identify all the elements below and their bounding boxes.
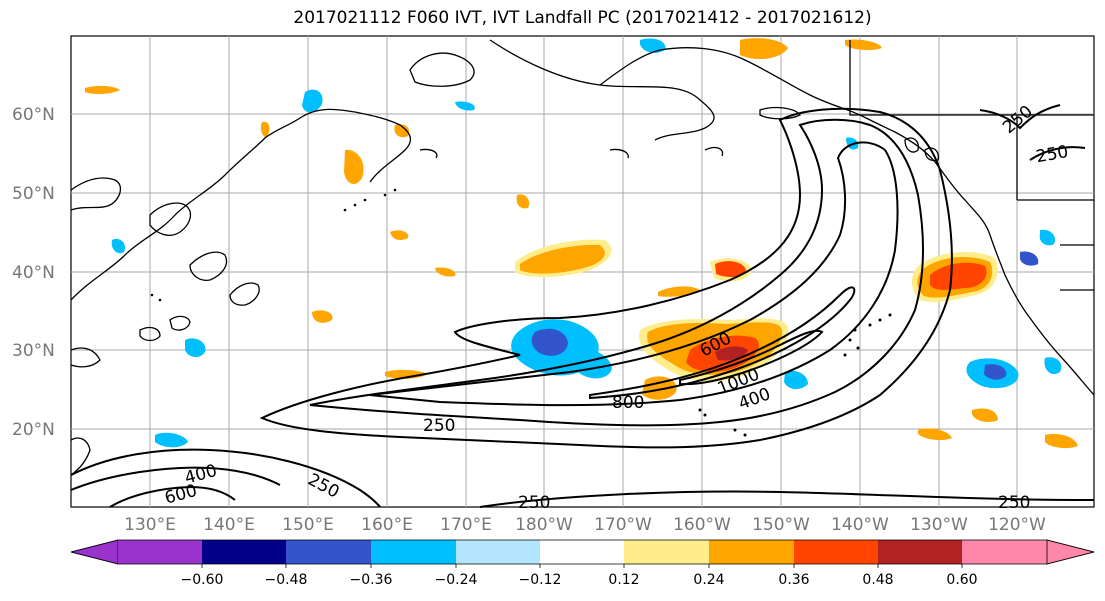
colorbar-tick: −0.60: [181, 572, 224, 588]
lon-label-180w: 180°W: [515, 515, 573, 535]
pos-patch-1-dark: [715, 346, 748, 361]
neg-patch-10: [640, 38, 666, 53]
contour-label: 250: [423, 416, 455, 436]
lon-label-120w: 120°W: [988, 515, 1046, 535]
pos-patch-16: [260, 121, 270, 138]
colorbar: −0.60 −0.48 −0.36 −0.24 −0.12 0.12 0.24 …: [70, 539, 1095, 588]
colorbar-tick: −0.24: [435, 572, 478, 588]
ivt-contour-250-e: [1029, 146, 1086, 161]
pos-patch-14: [394, 124, 410, 138]
pos-patch-4: [715, 261, 746, 278]
ivt-contour-800: [589, 286, 856, 400]
ivt-contour-1000: [679, 329, 824, 386]
pos-patch-13: [390, 230, 409, 240]
ivt-contour-250: [259, 107, 953, 449]
ivt-contour-250-ne: [979, 104, 1061, 130]
neg-patch-13: [455, 101, 475, 111]
neg-patch-3-core: [984, 364, 1007, 380]
neg-patch-7: [784, 370, 808, 390]
colorbar-extend-low: [70, 539, 119, 565]
lat-label-20n: 20°N: [12, 420, 55, 440]
neg-patch-8: [111, 238, 126, 254]
latitude-labels: 60°N 50°N 40°N 30°N 20°N: [12, 105, 55, 440]
pos-patch-18: [516, 194, 530, 209]
colorbar-seg: [371, 540, 456, 564]
pos-patch-19: [435, 267, 456, 277]
colorbar-seg: [709, 540, 794, 564]
colorbar-outline: [70, 539, 1095, 565]
colorbar-seg: [202, 540, 286, 564]
lon-label-130e: 130°E: [124, 515, 176, 535]
lon-label-140w: 140°W: [831, 515, 889, 535]
colorbar-seg: [540, 540, 624, 564]
pos-patch-15: [918, 428, 952, 441]
ivt-contour-600: [369, 141, 899, 407]
lon-label-130w: 130°W: [910, 515, 968, 535]
colorbar-seg: [794, 540, 878, 564]
pos-patch-9: [385, 369, 428, 379]
colorbar-tick: 0.36: [778, 572, 809, 588]
pos-patch-20: [658, 286, 700, 297]
contour-label: 800: [612, 393, 644, 413]
pos-patch-6: [642, 376, 677, 400]
pos-patch-7: [740, 38, 788, 60]
colorbar-seg: [878, 540, 962, 564]
colorbar-tick: −0.36: [350, 572, 393, 588]
colorbar-seg: [624, 540, 709, 564]
lon-label-160e: 160°E: [361, 515, 413, 535]
colorbar-seg: [286, 540, 371, 564]
colorbar-seg: [456, 540, 540, 564]
ivt-contour-400: [309, 118, 924, 427]
ivt-contour-250-sw: [70, 448, 381, 508]
lat-label-30n: 30°N: [12, 341, 55, 361]
lon-label-170e: 170°E: [440, 515, 492, 535]
contour-label: 250: [998, 493, 1030, 513]
colorbar-seg: [118, 540, 202, 564]
colorbar-tick: 0.24: [693, 572, 724, 588]
pos-patch-11: [1045, 434, 1078, 449]
pos-patch-2-core: [930, 262, 987, 290]
pos-patch-10: [972, 408, 998, 422]
pos-patch-3: [520, 244, 605, 274]
colorbar-tick: 0.12: [608, 572, 639, 588]
lon-label-170w: 170°W: [594, 515, 652, 535]
neg-patch-11: [1039, 229, 1056, 246]
islands: [150, 188, 892, 437]
colorbar-tick: −0.48: [265, 572, 308, 588]
colorbar-seg: [962, 540, 1047, 564]
pos-patch-5: [344, 149, 364, 184]
colorbar-tick: 0.48: [862, 572, 893, 588]
lon-label-150e: 150°E: [282, 515, 334, 535]
neg-patch-4: [302, 89, 323, 113]
lon-label-160w: 160°W: [673, 515, 731, 535]
contour-label: 250: [518, 493, 550, 513]
pc-shading: [85, 38, 1078, 449]
map-title: 2017021112 F060 IVT, IVT Landfall PC (20…: [293, 8, 872, 28]
neg-patch-5: [185, 338, 206, 358]
pos-patch-12: [85, 85, 120, 95]
pos-patch-8: [845, 39, 882, 51]
lat-label-60n: 60°N: [12, 105, 55, 125]
ivt-contour-600-sw: [109, 485, 236, 508]
lon-label-140e: 140°E: [203, 515, 255, 535]
colorbar-tick: −0.12: [519, 572, 562, 588]
lon-label-150w: 150°W: [752, 515, 810, 535]
pos-patch-17: [312, 310, 333, 323]
colorbar-tick: 0.60: [946, 572, 977, 588]
neg-patch-6: [1020, 251, 1039, 266]
neg-patch-12: [1044, 357, 1062, 375]
colorbar-extend-high: [1046, 539, 1095, 565]
neg-patch-1-core: [531, 328, 568, 356]
ivt-contour-250-se: [479, 490, 1095, 508]
longitude-labels: 130°E 140°E 150°E 160°E 170°E 180°W 170°…: [124, 515, 1046, 535]
ivt-contour-400-sw: [70, 466, 281, 491]
coastlines: [70, 39, 1095, 476]
lat-label-50n: 50°N: [12, 184, 55, 204]
ivt-contours: [70, 104, 1095, 508]
neg-patch-9: [155, 432, 188, 448]
lat-label-40n: 40°N: [12, 263, 55, 283]
